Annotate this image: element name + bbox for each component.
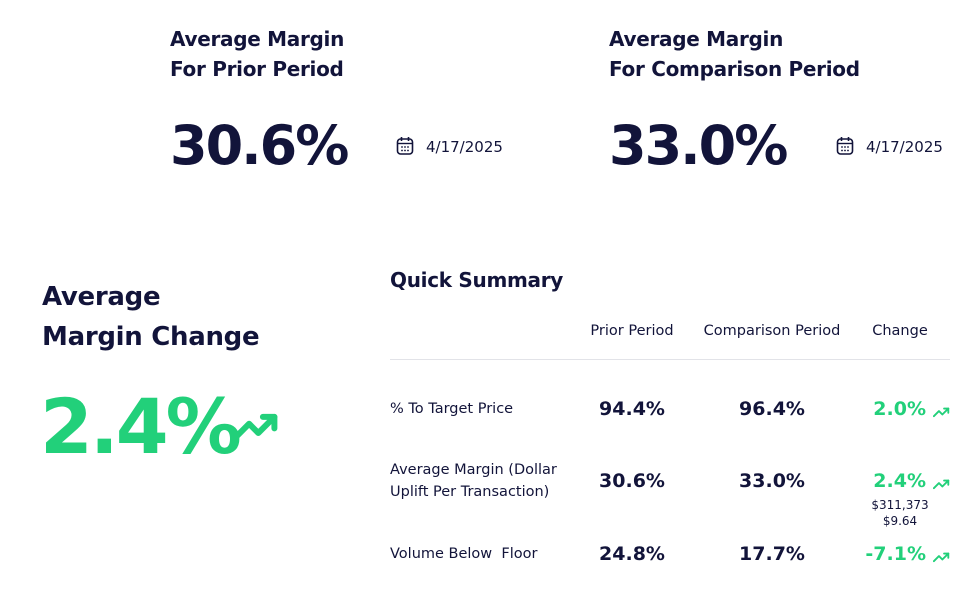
change-value: 2.0% — [873, 398, 926, 420]
change-title: Average — [42, 282, 161, 312]
row-trend — [932, 403, 950, 418]
change-value: -7.1% — [865, 543, 926, 565]
card-title: For Prior Period — [170, 57, 344, 81]
card-date: 4/17/2025 — [866, 138, 943, 156]
card-date: 4/17/2025 — [426, 138, 503, 156]
row-trend — [932, 548, 950, 563]
row-trend — [932, 475, 950, 490]
row-label: % To Target Price — [390, 401, 514, 417]
row-label: Average Margin (Dollar — [390, 462, 557, 478]
row-note: $9.64 — [882, 514, 918, 528]
row-note: $311,373 — [871, 498, 929, 512]
prior-value: 94.4% — [599, 398, 665, 420]
trend-up-icon — [932, 479, 950, 490]
prior-value: 30.6% — [599, 470, 665, 492]
card-title: For Comparison Period — [609, 57, 860, 81]
calendar-icon — [836, 137, 854, 155]
change-trend — [232, 410, 279, 442]
comparison-value: 96.4% — [739, 398, 805, 420]
column-header: Change — [872, 323, 928, 339]
row-label: Uplift Per Transaction) — [390, 484, 550, 500]
calendar-icon — [396, 137, 414, 155]
trend-up-icon — [932, 407, 950, 418]
change-value: 2.4% — [40, 382, 242, 471]
comparison-value: 33.0% — [739, 470, 805, 492]
change-title: Margin Change — [42, 322, 260, 352]
card-value: 30.6% — [170, 114, 349, 177]
calendar — [836, 136, 854, 156]
card-title: Average Margin — [609, 27, 784, 51]
divider — [390, 359, 950, 360]
change-value: 2.4% — [873, 470, 926, 492]
trend-up-icon — [232, 413, 278, 441]
row-label: Volume Below Floor — [390, 546, 538, 562]
card-value: 33.0% — [609, 114, 788, 177]
column-header: Comparison Period — [703, 323, 841, 339]
card-title: Average Margin — [170, 27, 345, 51]
column-header: Prior Period — [590, 323, 674, 339]
comparison-value: 17.7% — [739, 543, 805, 565]
calendar — [396, 136, 414, 156]
summary-title: Quick Summary — [390, 268, 564, 292]
trend-up-icon — [932, 552, 950, 563]
prior-value: 24.8% — [599, 543, 665, 565]
